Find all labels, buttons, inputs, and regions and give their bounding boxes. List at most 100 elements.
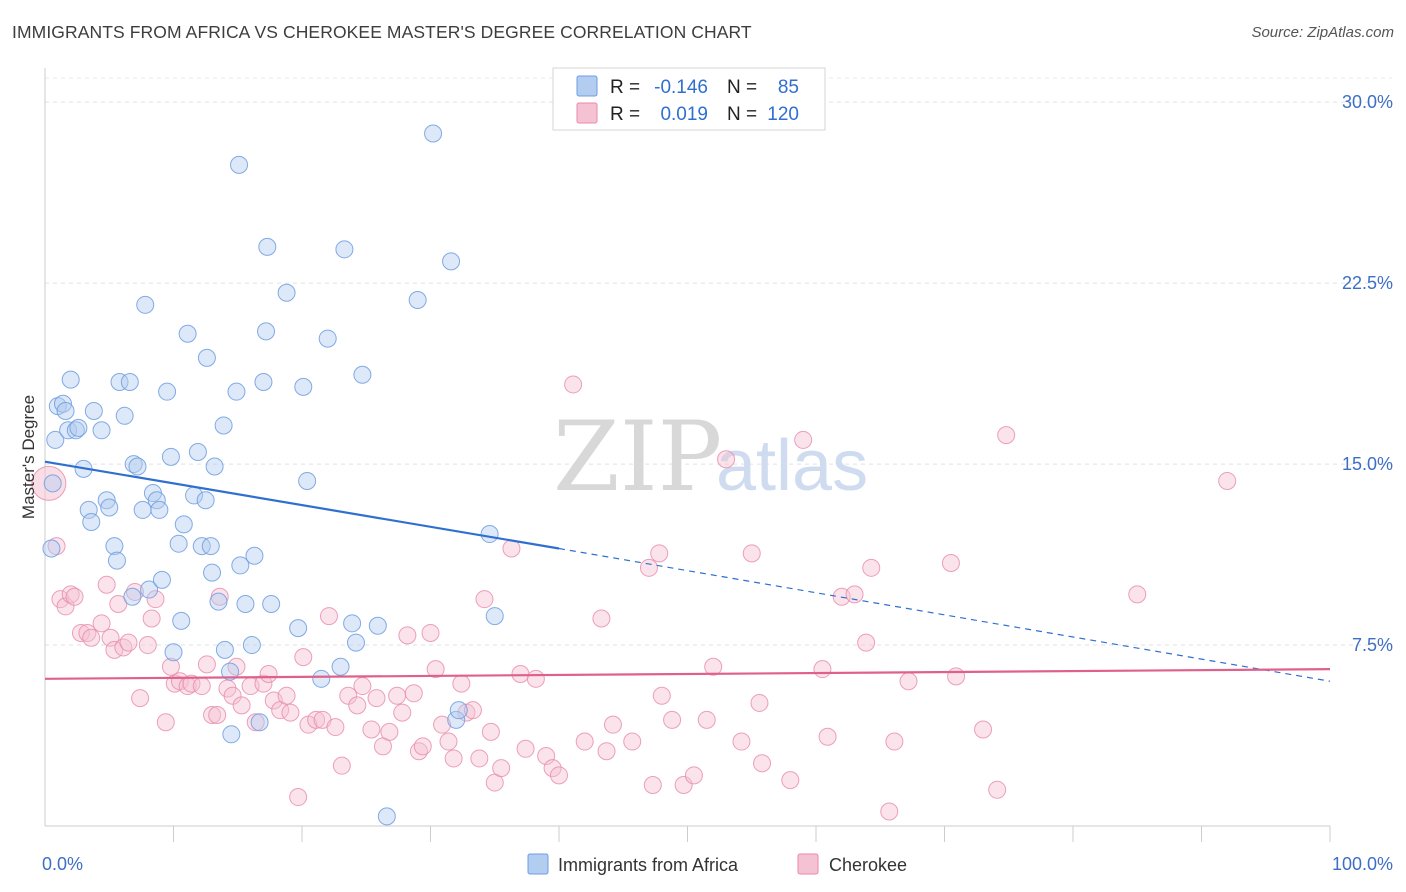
cherokee-point — [421, 623, 440, 642]
cherokee-point — [71, 623, 90, 642]
y-tick-label-0: 7.5% — [1352, 635, 1393, 655]
africa-point — [150, 500, 169, 519]
cherokee-point — [380, 722, 399, 741]
africa-point — [368, 616, 387, 635]
africa-point — [105, 537, 124, 556]
cherokee-point — [1218, 471, 1237, 490]
cherokee-point — [543, 759, 562, 778]
africa-trend-line — [44, 460, 560, 550]
africa-point — [120, 373, 139, 392]
cherokee-point — [101, 628, 120, 647]
cherokee-point — [246, 713, 265, 732]
africa-point — [277, 283, 296, 302]
cherokee-point — [161, 657, 180, 676]
africa-point — [294, 377, 313, 396]
bottom-legend-label-cherokee: Cherokee — [829, 855, 907, 875]
cherokee-point — [208, 706, 227, 725]
africa-point — [107, 551, 126, 570]
africa-point — [110, 373, 129, 392]
legend-n-label-africa: N = — [727, 77, 757, 98]
cherokee-point — [663, 710, 682, 729]
cherokee-point — [367, 689, 386, 708]
watermark: ZIP atlas — [553, 401, 868, 513]
cherokee-point — [481, 722, 500, 741]
cherokee-point — [623, 732, 642, 751]
cherokee-point — [845, 585, 864, 604]
cherokee-point — [857, 633, 876, 652]
cherokee-point — [941, 553, 960, 572]
legend-n-label-cherokee: N = — [727, 104, 757, 125]
africa-point — [289, 619, 308, 638]
cherokee-point — [326, 718, 345, 737]
cherokee-point — [997, 426, 1016, 445]
cherokee-point — [339, 686, 358, 705]
cherokee-point — [125, 582, 144, 601]
cherokee-point — [281, 703, 300, 722]
africa-point — [79, 500, 98, 519]
africa-point — [197, 348, 216, 367]
cherokee-point — [348, 696, 367, 715]
cherokee-point — [564, 375, 583, 394]
x-tick-labels: 0.0% 100.0% — [42, 854, 1393, 874]
cherokee-point — [704, 657, 723, 676]
africa-point — [169, 534, 188, 553]
africa-point — [178, 324, 197, 343]
africa-point — [221, 662, 240, 681]
cherokee-point — [899, 672, 918, 691]
cherokee-point — [156, 713, 175, 732]
x-tick-label-1: 100.0% — [1332, 854, 1393, 874]
cherokee-point — [818, 727, 837, 746]
cherokee-point — [47, 537, 66, 556]
africa-point — [196, 491, 215, 510]
africa-point — [53, 394, 72, 413]
cherokee-point — [332, 756, 351, 775]
cherokee-point — [138, 636, 157, 655]
africa-point — [424, 124, 443, 143]
cherokee-point — [862, 558, 881, 577]
cherokee-point — [592, 609, 611, 628]
legend-box — [552, 67, 826, 131]
cherokee-point — [750, 693, 769, 712]
bottom-legend-label-africa: Immigrants from Africa — [558, 855, 739, 875]
cherokee-point — [197, 655, 216, 674]
cherokee-point — [732, 732, 751, 751]
africa-point — [442, 252, 461, 271]
africa-point — [100, 498, 119, 517]
watermark-atlas: atlas — [716, 426, 868, 506]
cherokee-point — [131, 689, 150, 708]
legend-r-label-cherokee: R = — [610, 104, 640, 125]
africa-point — [335, 240, 354, 259]
chart-title: IMMIGRANTS FROM AFRICA VS CHEROKEE MASTE… — [12, 22, 752, 42]
africa-point — [92, 421, 111, 440]
cherokee-point — [516, 739, 535, 758]
watermark-zip: ZIP — [553, 401, 722, 513]
legend-r-label-africa: R = — [610, 77, 640, 98]
cherokee-point — [142, 609, 161, 628]
cherokee-point — [650, 544, 669, 563]
africa-point — [230, 155, 249, 174]
y-tick-label-2: 22.5% — [1342, 273, 1393, 293]
cherokee-point — [452, 674, 471, 693]
legend-swatch-africa — [576, 75, 598, 97]
africa-point — [480, 525, 499, 544]
cherokee-point — [988, 780, 1007, 799]
africa-point — [250, 713, 269, 732]
africa-point — [449, 701, 468, 720]
x-tick-label-0: 0.0% — [42, 854, 83, 874]
africa-point — [84, 401, 103, 420]
cherokee-point — [97, 575, 116, 594]
cherokee-point — [56, 597, 75, 616]
cherokee-point — [753, 754, 772, 773]
africa-point — [123, 587, 142, 606]
cherokee-point — [146, 590, 165, 609]
cherokee-point — [404, 684, 423, 703]
cherokee-point — [643, 775, 662, 794]
legend-n-value-africa: 85 — [778, 77, 799, 98]
africa-point — [174, 515, 193, 534]
y-tick-label-3: 30.0% — [1342, 92, 1393, 112]
cherokee-point — [353, 677, 372, 696]
africa-point — [227, 382, 246, 401]
cherokee-point — [119, 633, 138, 652]
cherokee-point — [289, 788, 308, 807]
